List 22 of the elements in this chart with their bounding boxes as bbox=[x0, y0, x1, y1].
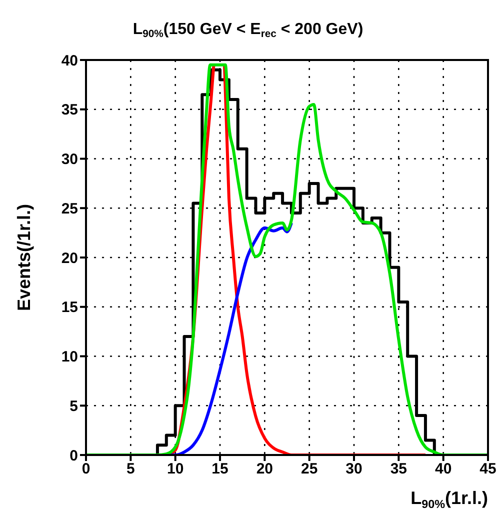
y-axis-title: Events(/1r.l.) bbox=[14, 204, 34, 312]
y-tick-label: 10 bbox=[61, 348, 78, 366]
chart-title: L$_{90%}$(150 GeV < E$_{rec}$ < 200 GeV) bbox=[132, 21, 364, 40]
y-tick-label: 30 bbox=[61, 151, 78, 168]
y-tick-label: 25 bbox=[61, 200, 78, 218]
x-axis-title: L$_{90%}$(1r.l.) bbox=[410, 488, 488, 511]
x-tick-label: 10 bbox=[166, 460, 184, 478]
x-tick-label: 45 bbox=[480, 460, 496, 478]
x-tick-label: 40 bbox=[434, 460, 452, 478]
x-tick-label: 15 bbox=[212, 460, 228, 478]
x-tick-label: 25 bbox=[300, 460, 318, 478]
x-tick-label: 30 bbox=[346, 460, 362, 478]
x-tick-label: 0 bbox=[82, 460, 90, 478]
x-tick-label: 20 bbox=[256, 460, 274, 478]
y-tick-label: 35 bbox=[61, 102, 78, 119]
x-tick-label: 35 bbox=[390, 460, 408, 478]
y-tick-label: 0 bbox=[70, 447, 78, 464]
y-tick-label: 15 bbox=[61, 299, 78, 316]
y-tick-label: 20 bbox=[61, 250, 78, 267]
x-tick-label: 5 bbox=[126, 460, 135, 478]
y-tick-label: 40 bbox=[61, 52, 78, 70]
y-tick-label: 5 bbox=[70, 398, 78, 415]
